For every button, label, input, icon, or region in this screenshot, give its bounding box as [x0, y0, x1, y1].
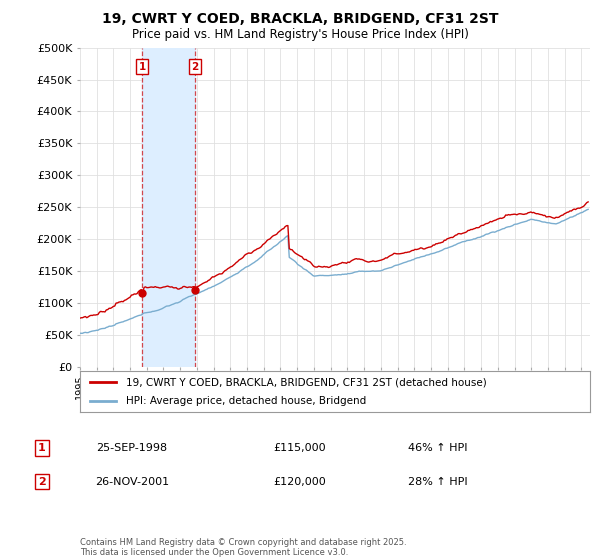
- Text: 1: 1: [38, 443, 46, 453]
- Text: 26-NOV-2001: 26-NOV-2001: [95, 477, 169, 487]
- Text: 2: 2: [191, 62, 199, 72]
- Text: £120,000: £120,000: [274, 477, 326, 487]
- Text: Contains HM Land Registry data © Crown copyright and database right 2025.
This d: Contains HM Land Registry data © Crown c…: [80, 538, 406, 557]
- Text: 28% ↑ HPI: 28% ↑ HPI: [408, 477, 468, 487]
- Bar: [142, 48, 195, 367]
- Text: 19, CWRT Y COED, BRACKLA, BRIDGEND, CF31 2ST (detached house): 19, CWRT Y COED, BRACKLA, BRIDGEND, CF31…: [126, 377, 487, 387]
- Text: 46% ↑ HPI: 46% ↑ HPI: [408, 443, 468, 453]
- Text: £115,000: £115,000: [274, 443, 326, 453]
- Text: 25-SEP-1998: 25-SEP-1998: [97, 443, 167, 453]
- Text: Price paid vs. HM Land Registry's House Price Index (HPI): Price paid vs. HM Land Registry's House …: [131, 28, 469, 41]
- Text: 1: 1: [139, 62, 146, 72]
- Text: HPI: Average price, detached house, Bridgend: HPI: Average price, detached house, Brid…: [126, 396, 366, 405]
- Text: 2: 2: [38, 477, 46, 487]
- Text: 19, CWRT Y COED, BRACKLA, BRIDGEND, CF31 2ST: 19, CWRT Y COED, BRACKLA, BRIDGEND, CF31…: [102, 12, 498, 26]
